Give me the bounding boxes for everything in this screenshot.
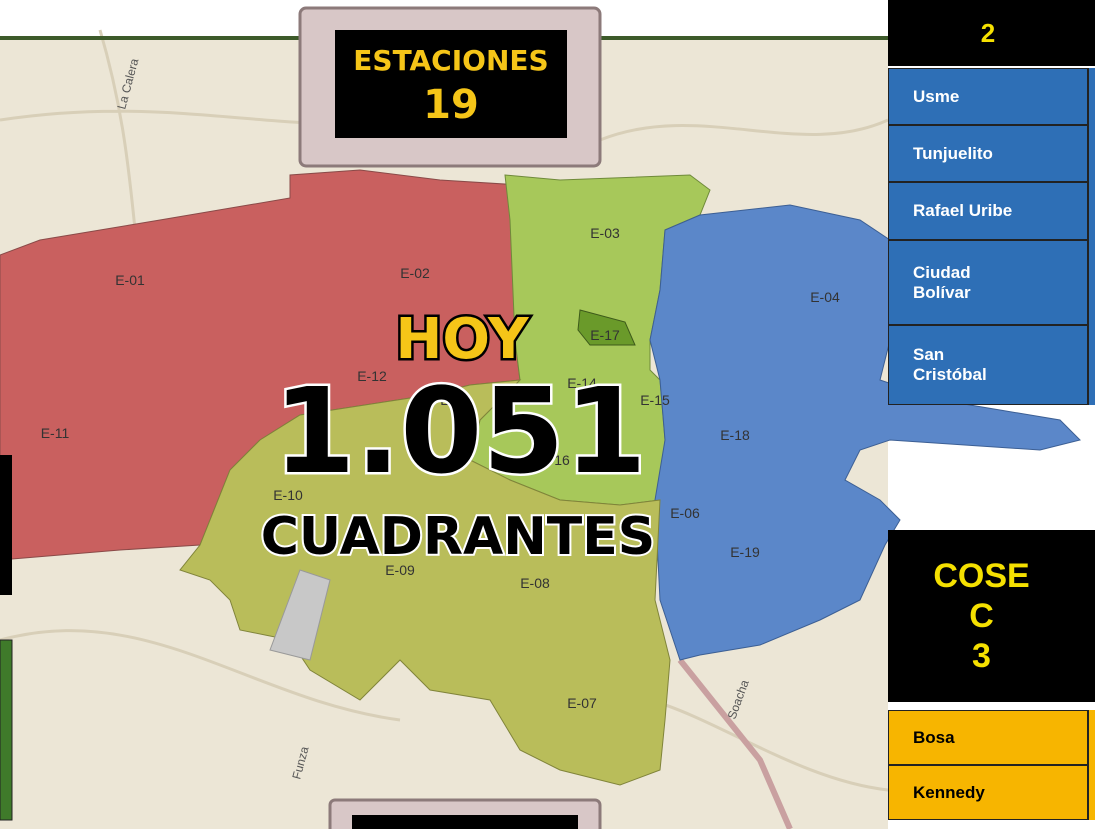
count-box	[335, 30, 567, 138]
panel-row-edge	[1088, 68, 1095, 125]
panel-row-edge	[1088, 325, 1095, 405]
station-label: E-10	[273, 487, 303, 503]
panel-row: Rafael Uribe	[888, 182, 1088, 240]
panel-row: Tunjuelito	[888, 125, 1088, 182]
station-label: E-13	[440, 392, 470, 408]
panel-edge	[1088, 0, 1095, 66]
airport	[269, 569, 331, 661]
panel-row: Ciudad Bolívar	[888, 240, 1088, 325]
station-label: E-02	[400, 265, 430, 281]
station-label: E-07	[567, 695, 597, 711]
station-label: E-03	[590, 225, 620, 241]
side-rows	[0, 639, 13, 821]
panel-row-edge	[1088, 182, 1095, 240]
region-olive	[179, 379, 671, 786]
region-e17	[577, 309, 636, 346]
stations-title: ESTACIONES	[353, 44, 548, 77]
panel-edge	[1075, 530, 1095, 702]
box	[352, 815, 578, 829]
panel-row: San Cristóbal	[888, 325, 1088, 405]
panel-row: Kennedy	[888, 765, 1088, 820]
road	[677, 658, 793, 829]
station-label: E-16	[540, 452, 570, 468]
terrain	[0, 29, 889, 792]
overlay-count: 1.051	[273, 362, 646, 500]
panel-row-edge	[1088, 765, 1095, 820]
panel-row-edge	[1088, 240, 1095, 325]
station-label: E-14	[567, 375, 597, 391]
station-label: E-09	[385, 562, 415, 578]
overlay-unit: CUADRANTES	[261, 507, 655, 567]
station-label: E-08	[520, 575, 550, 591]
station-label: E-18	[720, 427, 750, 443]
side-box	[0, 455, 12, 595]
panel-title: 2	[888, 0, 1088, 66]
station-label: E-11	[41, 425, 70, 441]
station-label: E-04	[810, 289, 840, 305]
overlay-label: HOY	[395, 307, 529, 372]
panel-row-edge	[1088, 710, 1095, 765]
station-label: E-01	[115, 272, 145, 288]
panel-title-line: 3	[972, 637, 991, 675]
panel-title-line: COSE	[933, 557, 1030, 595]
panel-row-edge	[1088, 125, 1095, 182]
panel-title-line: C	[969, 597, 994, 635]
station-label: E-06	[670, 505, 700, 521]
stations-count: 19	[423, 82, 479, 128]
station-label: E-15	[640, 392, 670, 408]
panel-title: COSE C 3	[888, 530, 1075, 702]
station-label: E-17	[590, 327, 620, 343]
panel-title-line: 2	[980, 18, 996, 48]
station-label: E-19	[730, 544, 760, 560]
station-label: E-12	[357, 368, 387, 384]
panel-row: Usme	[888, 68, 1088, 125]
panel-row: Bosa	[888, 710, 1088, 765]
